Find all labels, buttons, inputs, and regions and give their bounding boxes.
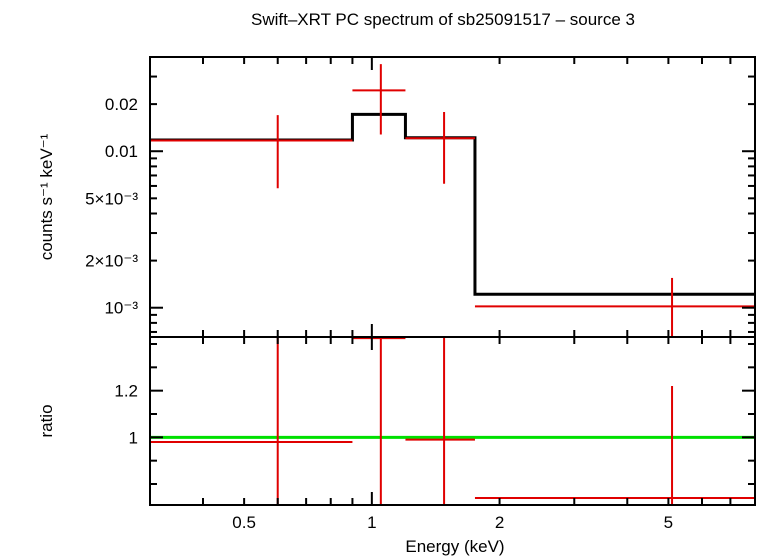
ratio-y-tick-label: 1.2 (114, 382, 138, 401)
chart-title: Swift–XRT PC spectrum of sb25091517 – so… (251, 10, 635, 29)
ratio-data-point-4 (474, 386, 755, 505)
spectrum-data-point-4 (474, 277, 755, 337)
ratio-panel: 0.5 1 2 5 1.2 1 ratio Energy (keV) (37, 336, 756, 556)
ratio-panel-frame (149, 336, 756, 506)
ratio-data-point-2 (352, 337, 406, 505)
spectrum-y-tick-label: 0.02 (105, 95, 138, 114)
x-tick-label: 0.5 (232, 513, 256, 532)
x-tick-label: 2 (495, 513, 504, 532)
ratio-y-axis-label: ratio (37, 404, 56, 437)
ratio-y-tick-label: 1 (129, 428, 138, 447)
ratio-data-point-3 (405, 337, 475, 505)
spectrum-data-point-3 (405, 112, 475, 184)
x-axis-label: Energy (keV) (405, 537, 504, 556)
spectrum-data-point-1 (150, 115, 353, 189)
x-tick-label: 5 (664, 513, 673, 532)
x-tick-label: 1 (367, 513, 376, 532)
spectrum-y-tick-label: 0.01 (105, 142, 138, 161)
spectrum-panel: 0.02 0.01 5×10⁻³ 2×10⁻³ 10⁻³ counts s⁻¹ keV⁻… (37, 56, 756, 338)
ratio-data-point-1 (150, 337, 353, 505)
spectrum-y-tick-label: 5×10⁻³ (85, 189, 138, 208)
spectrum-y-tick-label: 10⁻³ (104, 299, 138, 318)
model-histogram (150, 112, 755, 296)
spectrum-y-axis-label: counts s⁻¹ keV⁻¹ (37, 133, 56, 260)
spectrum-y-tick-label: 2×10⁻³ (85, 252, 138, 271)
spectrum-data-point-2 (352, 64, 406, 135)
